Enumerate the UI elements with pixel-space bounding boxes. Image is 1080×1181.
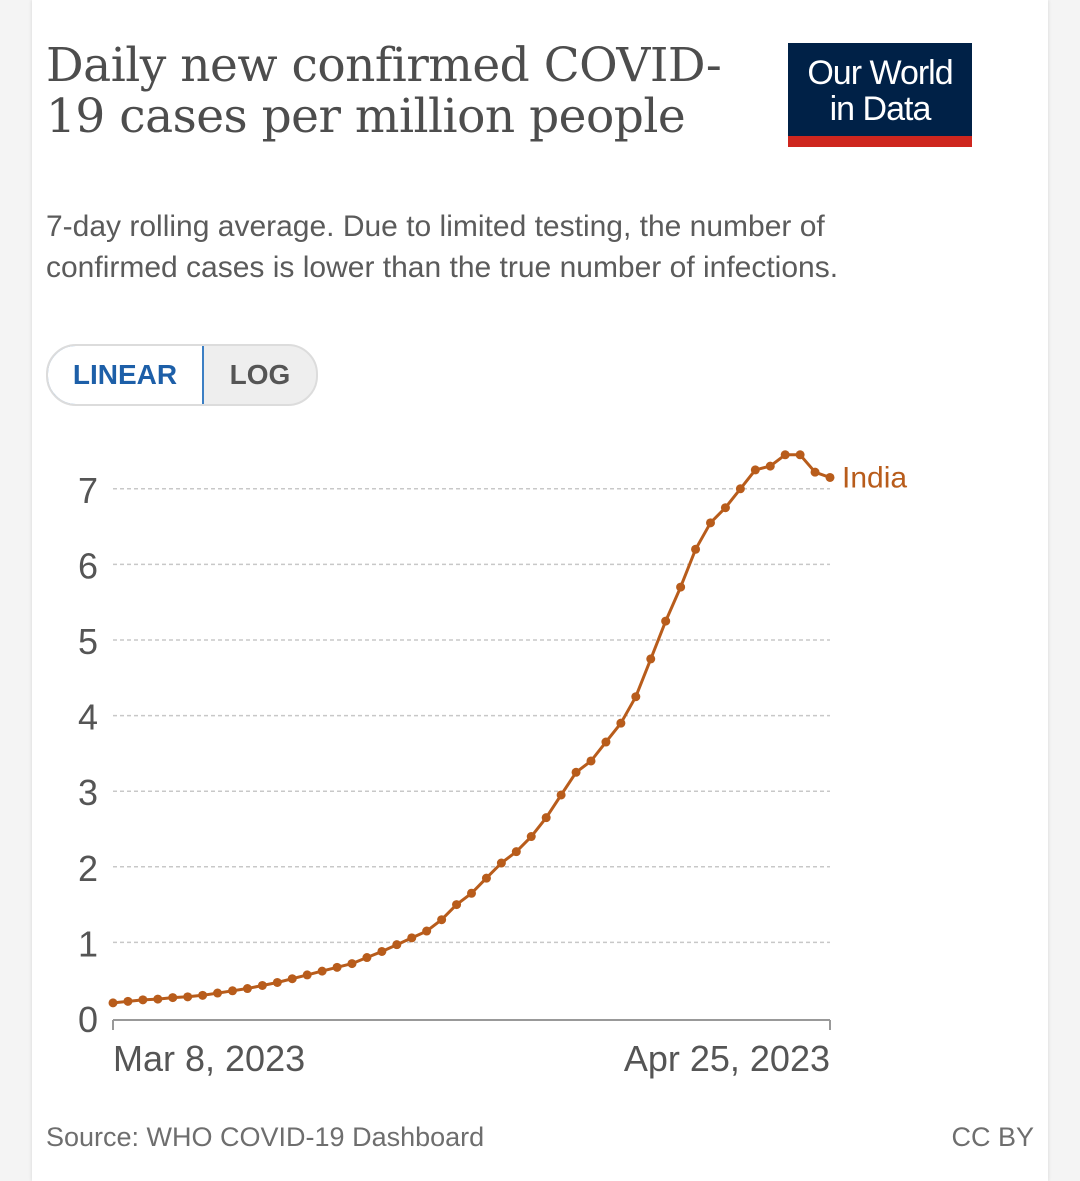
data-point-43	[750, 465, 760, 475]
data-point-38	[676, 582, 686, 592]
chart-card	[32, 0, 1048, 1181]
data-point-25	[481, 873, 491, 883]
data-point-46	[795, 450, 805, 460]
data-point-16	[347, 959, 357, 969]
data-point-26	[496, 858, 506, 868]
series-layer: India	[108, 450, 907, 1008]
license-note[interactable]: CC BY	[951, 1122, 1034, 1152]
data-point-14	[317, 966, 327, 976]
y-tick-label-7: 7	[78, 470, 98, 511]
data-point-32	[586, 756, 596, 766]
data-point-15	[332, 962, 342, 972]
logo-accent-bar	[788, 136, 972, 147]
logo-line-2: in Data	[829, 90, 932, 128]
data-point-23	[452, 900, 462, 910]
y-tick-label-2: 2	[78, 848, 98, 889]
y-axis-ticks: 0 1 2 3 4 5 6 7	[78, 470, 98, 1040]
data-point-44	[765, 461, 775, 471]
data-point-19	[392, 940, 402, 950]
data-point-30	[556, 790, 566, 800]
data-point-41	[720, 503, 730, 513]
scale-toggle: LINEAR LOG	[46, 344, 318, 406]
data-point-9	[242, 984, 252, 994]
owid-logo[interactable]: Our World in Data	[788, 43, 972, 147]
y-tick-label-5: 5	[78, 621, 98, 662]
data-point-36	[646, 654, 656, 664]
grid-lines	[113, 488, 830, 944]
linear-scale-button[interactable]: LINEAR	[48, 346, 204, 404]
data-point-7	[213, 988, 223, 998]
data-point-13	[302, 970, 312, 980]
source-note[interactable]: Source: WHO COVID-19 Dashboard	[46, 1122, 485, 1152]
data-point-45	[780, 450, 790, 460]
y-tick-label-6: 6	[78, 545, 98, 586]
y-tick-label-4: 4	[78, 697, 98, 738]
x-tick-label-start: Mar 8, 2023	[113, 1038, 305, 1079]
data-point-35	[631, 692, 641, 702]
data-point-22	[437, 915, 447, 925]
data-point-0	[108, 998, 118, 1008]
data-point-1	[123, 996, 133, 1006]
data-point-42	[735, 484, 745, 494]
chart-subtitle: 7-day rolling average. Due to limited te…	[46, 210, 839, 284]
y-tick-label-1: 1	[78, 923, 98, 964]
logo-line-1: Our World	[807, 54, 953, 92]
data-point-21	[422, 926, 432, 936]
x-tick-label-end: Apr 25, 2023	[624, 1038, 830, 1079]
data-point-37	[661, 616, 671, 626]
data-point-48	[825, 472, 835, 482]
data-point-6	[198, 990, 208, 1000]
chart-title: Daily new confirmed COVID-19 cases per m…	[46, 38, 722, 144]
data-point-40	[706, 518, 715, 528]
log-scale-button[interactable]: LOG	[229, 359, 291, 390]
data-point-20	[407, 933, 417, 943]
series-line-india	[112, 453, 831, 1005]
data-point-31	[571, 767, 581, 777]
data-point-39	[691, 544, 701, 554]
data-point-4	[168, 993, 178, 1003]
data-point-11	[272, 977, 282, 987]
data-point-29	[541, 813, 551, 823]
data-point-27	[511, 847, 521, 857]
y-tick-label-0: 0	[78, 999, 98, 1040]
y-tick-label-3: 3	[78, 772, 98, 813]
data-point-8	[228, 986, 237, 996]
data-point-34	[616, 718, 626, 728]
data-point-12	[287, 974, 297, 984]
data-point-24	[467, 888, 476, 898]
data-point-33	[601, 737, 611, 747]
data-point-5	[183, 992, 193, 1002]
data-point-17	[362, 953, 372, 963]
data-point-28	[526, 832, 536, 842]
data-point-10	[257, 980, 267, 990]
data-point-2	[138, 995, 148, 1005]
data-point-18	[377, 946, 387, 956]
series-label-india: India	[842, 461, 907, 494]
line-chart: 0 1 2 3 4 5 6 7 Mar 8, 2023 Apr 25, 2023 India	[78, 450, 907, 1079]
data-point-47	[810, 467, 820, 477]
data-point-3	[153, 994, 163, 1004]
x-axis: Mar 8, 2023 Apr 25, 2023	[112, 1019, 831, 1079]
